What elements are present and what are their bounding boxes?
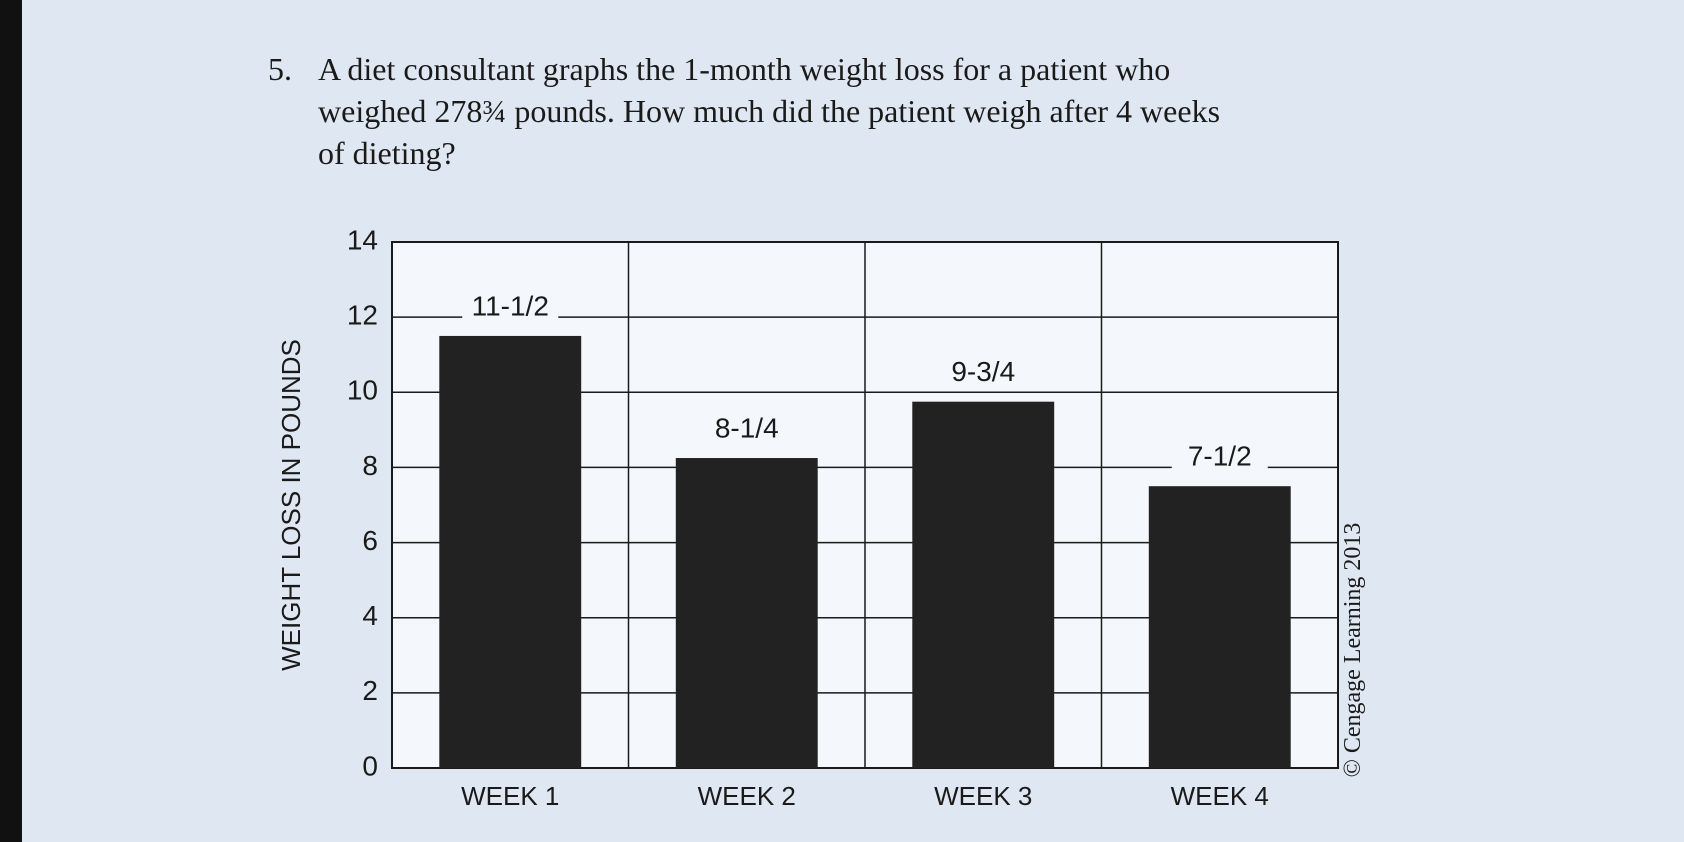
y-tick-label: 6 — [362, 525, 378, 556]
value-label: 11-1/2 — [472, 290, 549, 321]
value-label: 7-1/2 — [1188, 441, 1252, 472]
y-tick-label: 4 — [362, 600, 378, 631]
value-label: 8-1/4 — [715, 412, 779, 443]
y-tick-label: 0 — [362, 750, 378, 781]
value-label-bg — [698, 414, 795, 447]
y-tick-label: 14 — [347, 224, 378, 255]
bar — [1148, 486, 1291, 768]
question-line: weighed 278¾ pounds. How much did the pa… — [318, 93, 1220, 129]
page-edge — [0, 0, 22, 842]
y-tick-label: 2 — [362, 675, 378, 706]
value-label-bg — [462, 291, 559, 324]
y-tick-label: 8 — [362, 450, 378, 481]
y-axis-label: WEIGHT LOSS IN POUNDS — [276, 339, 306, 671]
x-tick-label: WEEK 3 — [934, 781, 1032, 811]
question-number: 5. — [268, 51, 292, 87]
bar — [675, 458, 818, 768]
question-line: of dieting? — [318, 135, 456, 171]
credit: © Cengage Learning 2013 — [1340, 523, 1366, 778]
question-line: A diet consultant graphs the 1-month wei… — [318, 51, 1170, 87]
y-tick-label: 12 — [347, 300, 378, 331]
x-tick-label: WEEK 2 — [698, 781, 796, 811]
x-tick-label: WEEK 1 — [461, 781, 559, 811]
value-label-bg — [935, 357, 1032, 390]
value-label-bg — [1171, 442, 1268, 475]
y-tick-label: 10 — [347, 375, 378, 406]
value-label: 9-3/4 — [951, 356, 1015, 387]
bar — [912, 401, 1055, 768]
x-tick-label: WEEK 4 — [1171, 781, 1269, 811]
bar — [439, 335, 582, 768]
